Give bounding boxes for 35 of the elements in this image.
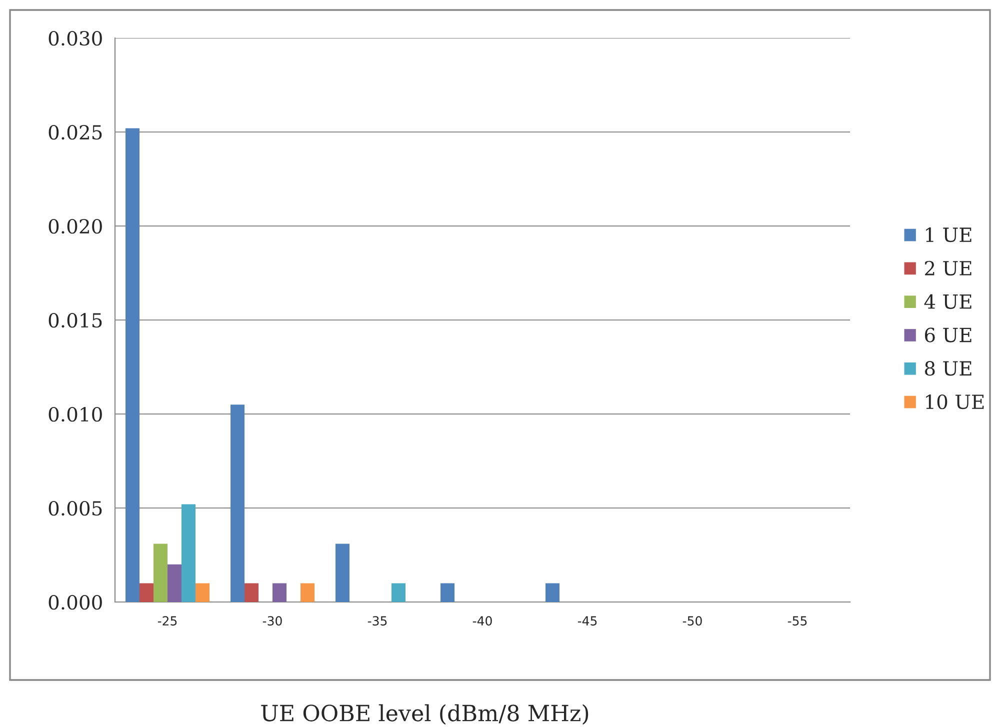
bar (440, 583, 454, 602)
y-tick-label: 0.030 (48, 30, 102, 46)
legend-label: 10 UE (926, 394, 984, 410)
x-tick-label: -45 (578, 616, 597, 626)
legend-label: 1 UE (926, 227, 972, 242)
bar (546, 583, 560, 602)
bar (336, 544, 350, 602)
legend-label: 2 UE (925, 260, 972, 276)
y-tick-label: 0.000 (48, 594, 102, 610)
legend-label: 6 UE (924, 328, 972, 342)
y-tick-label: 0.020 (48, 218, 102, 234)
bar (140, 583, 154, 602)
bar (182, 504, 196, 602)
y-tick-label: 0.005 (48, 500, 102, 516)
legend-label: 8 UE (924, 361, 972, 376)
bar (230, 404, 244, 602)
x-tick-label: -50 (682, 616, 702, 626)
bar (168, 564, 182, 602)
bar (126, 128, 140, 602)
legend-label: 4 UE (924, 294, 972, 309)
y-tick-label: 0.015 (48, 312, 102, 328)
x-tick-label: -55 (788, 616, 807, 626)
bar (392, 583, 406, 602)
bar (154, 544, 168, 602)
x-tick-label: -30 (262, 616, 282, 626)
x-tick-label: -25 (158, 616, 177, 626)
x-tick-label: -35 (368, 616, 387, 626)
bar (244, 583, 258, 602)
bar (272, 583, 286, 602)
x-axis-title: UE OOBE level (dBm/8 MHz) (261, 704, 588, 725)
y-tick-label: 0.010 (48, 406, 102, 422)
y-tick-label: 0.025 (48, 124, 102, 140)
x-tick-label: -40 (472, 616, 492, 626)
bar (300, 583, 314, 602)
bar (196, 583, 210, 602)
